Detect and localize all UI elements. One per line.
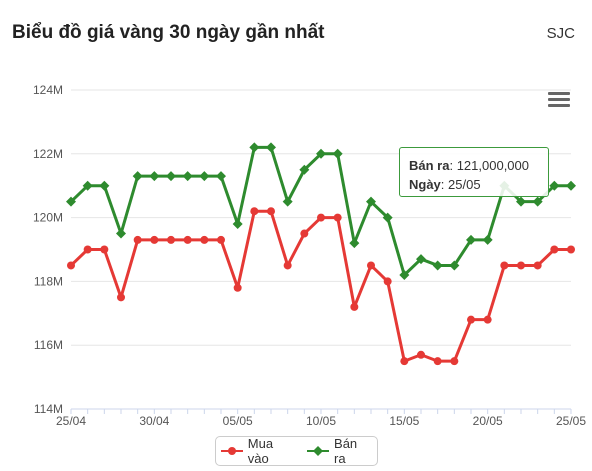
- data-point[interactable]: [367, 261, 375, 270]
- data-point[interactable]: [349, 238, 360, 249]
- x-tick-label: 15/05: [389, 414, 419, 428]
- data-point[interactable]: [67, 261, 75, 270]
- data-point[interactable]: [83, 245, 92, 254]
- chart-tooltip: Bán ra: 121,000,000 Ngày: 25/05: [399, 147, 549, 197]
- x-tick-label: 20/05: [473, 414, 503, 428]
- tooltip-date: 25/05: [448, 177, 481, 192]
- data-point[interactable]: [549, 180, 560, 191]
- chart-legend: Mua vào Bán ra: [215, 436, 378, 466]
- data-point[interactable]: [282, 196, 293, 207]
- data-point[interactable]: [250, 207, 259, 216]
- tooltip-series-label: Bán ra: [409, 158, 450, 173]
- data-point[interactable]: [316, 148, 326, 159]
- data-point[interactable]: [482, 234, 493, 245]
- data-point[interactable]: [150, 235, 159, 244]
- legend-label-ban-ra: Bán ra: [334, 436, 358, 466]
- data-point[interactable]: [400, 357, 409, 366]
- data-point[interactable]: [550, 245, 559, 254]
- legend-marker-mua-vao: [221, 447, 243, 455]
- data-point[interactable]: [317, 213, 325, 222]
- data-point[interactable]: [399, 270, 410, 281]
- data-point[interactable]: [283, 261, 292, 270]
- data-point[interactable]: [99, 180, 110, 191]
- data-point[interactable]: [233, 283, 242, 292]
- y-tick-label: 114M: [34, 402, 63, 416]
- data-point[interactable]: [483, 315, 492, 324]
- x-tick-label: 25/05: [556, 414, 586, 428]
- hamburger-menu-icon[interactable]: [548, 92, 570, 112]
- x-tick-label: 05/05: [223, 414, 253, 428]
- data-point[interactable]: [133, 235, 142, 244]
- data-point[interactable]: [450, 357, 459, 366]
- data-point[interactable]: [100, 245, 109, 254]
- source-label: SJC: [546, 25, 575, 42]
- chart-title: Biểu đồ giá vàng 30 ngày gần nhất: [12, 22, 325, 43]
- data-point[interactable]: [416, 254, 426, 265]
- data-point[interactable]: [166, 171, 176, 182]
- tooltip-value: 121,000,000: [456, 158, 529, 173]
- data-point[interactable]: [132, 171, 143, 182]
- data-point[interactable]: [267, 207, 275, 216]
- data-point[interactable]: [366, 196, 376, 207]
- data-point[interactable]: [200, 235, 209, 244]
- data-point[interactable]: [299, 164, 310, 175]
- data-point[interactable]: [116, 228, 126, 239]
- data-point[interactable]: [332, 148, 343, 159]
- data-point[interactable]: [232, 218, 243, 229]
- series-line-0: [69, 209, 571, 363]
- data-point[interactable]: [167, 235, 175, 244]
- data-point[interactable]: [217, 235, 225, 244]
- legend-item-ban-ra[interactable]: Bán ra: [307, 436, 372, 466]
- data-point[interactable]: [533, 261, 542, 270]
- y-tick-label: 120M: [33, 211, 63, 225]
- data-point[interactable]: [66, 196, 76, 207]
- legend-label-mua-vao: Mua vào: [247, 436, 274, 466]
- data-point[interactable]: [266, 142, 276, 153]
- data-point[interactable]: [183, 235, 192, 244]
- data-point[interactable]: [517, 261, 525, 270]
- data-point[interactable]: [216, 171, 226, 182]
- data-point[interactable]: [567, 245, 575, 254]
- x-tick-label: 10/05: [306, 414, 336, 428]
- x-tick-label: 25/04: [56, 414, 86, 428]
- data-point[interactable]: [383, 277, 392, 286]
- legend-marker-ban-ra: [307, 446, 330, 456]
- data-point[interactable]: [300, 229, 309, 238]
- tooltip-date-label: Ngày: [409, 177, 441, 192]
- data-point[interactable]: [449, 260, 460, 271]
- data-point[interactable]: [566, 180, 576, 191]
- data-point[interactable]: [249, 142, 260, 153]
- data-point[interactable]: [117, 293, 125, 302]
- y-tick-label: 122M: [33, 147, 63, 161]
- data-point[interactable]: [532, 196, 543, 207]
- data-point[interactable]: [382, 212, 393, 223]
- data-point[interactable]: [467, 315, 475, 324]
- data-point[interactable]: [433, 357, 442, 366]
- data-point[interactable]: [82, 180, 93, 191]
- data-point[interactable]: [149, 171, 160, 182]
- y-tick-label: 124M: [33, 83, 63, 97]
- x-tick-label: 30/04: [139, 414, 169, 428]
- data-point[interactable]: [182, 171, 193, 182]
- data-point[interactable]: [466, 234, 476, 245]
- data-point[interactable]: [199, 171, 210, 182]
- data-point[interactable]: [417, 350, 425, 359]
- y-tick-label: 116M: [34, 338, 63, 352]
- data-point[interactable]: [516, 196, 526, 207]
- data-point[interactable]: [432, 260, 443, 271]
- data-point[interactable]: [333, 213, 342, 222]
- data-point[interactable]: [350, 302, 359, 311]
- data-point[interactable]: [500, 261, 509, 270]
- legend-item-mua-vao[interactable]: Mua vào: [221, 436, 297, 466]
- y-tick-label: 118M: [34, 274, 63, 288]
